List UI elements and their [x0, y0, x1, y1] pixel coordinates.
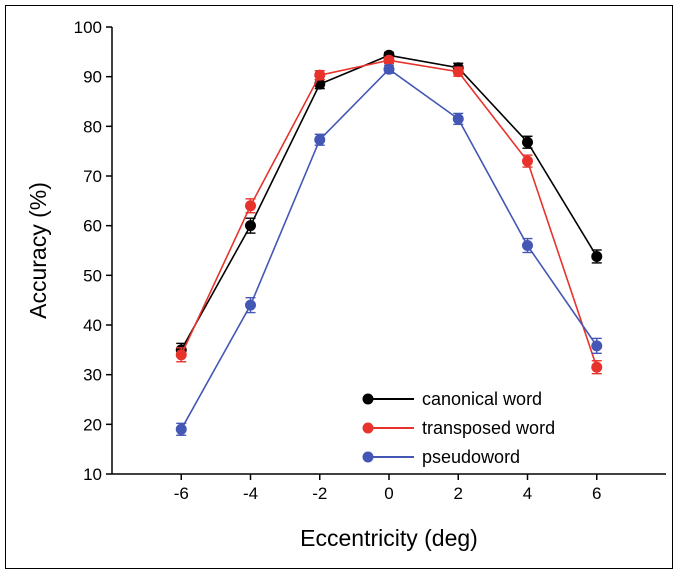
legend-marker [362, 422, 374, 434]
y-axis-ticks: 10 20 30 40 50 60 70 80 90 100 [74, 18, 112, 484]
data-point [245, 299, 256, 311]
x-tick-label: -2 [312, 484, 327, 503]
x-axis-ticks: -6 -4 -2 0 2 4 6 [174, 474, 601, 503]
y-tick-label: 80 [83, 117, 102, 136]
x-tick-label: 2 [454, 484, 463, 503]
data-point [591, 340, 603, 352]
data-point [522, 136, 533, 148]
data-point [175, 349, 187, 361]
series-line [180, 68, 598, 430]
data-point [175, 423, 187, 435]
data-point [591, 361, 603, 373]
y-tick-label: 100 [74, 18, 102, 37]
legend-label: canonical word [422, 389, 542, 409]
x-axis-title: Eccentricity (deg) [300, 525, 478, 551]
series-pseudoword [175, 63, 603, 436]
legend-label: pseudoword [422, 447, 520, 467]
legend-marker [362, 393, 374, 405]
x-tick-label: 4 [523, 484, 532, 503]
series-layer [175, 49, 603, 436]
y-tick-label: 40 [83, 316, 102, 335]
data-point [383, 63, 395, 75]
series-line [180, 54, 598, 351]
data-point [452, 66, 464, 78]
data-point [452, 113, 464, 125]
y-tick-label: 30 [83, 366, 102, 385]
data-point [522, 240, 533, 252]
data-point [522, 155, 533, 167]
series-transposed-word [175, 54, 603, 375]
y-tick-label: 70 [83, 167, 102, 186]
legend: canonical word transposed word pseudoword [362, 389, 555, 467]
data-point [591, 250, 603, 262]
data-point [314, 134, 326, 146]
y-axis-title: Accuracy (%) [25, 182, 51, 319]
figure-frame [5, 5, 673, 569]
x-tick-label: -6 [174, 484, 189, 503]
y-tick-label: 20 [83, 415, 102, 434]
y-tick-label: 60 [83, 217, 102, 236]
y-tick-label: 10 [83, 465, 102, 484]
data-point [245, 200, 256, 212]
data-point [314, 69, 326, 81]
y-tick-label: 50 [83, 266, 102, 285]
axes [111, 27, 666, 475]
x-tick-label: -4 [243, 484, 258, 503]
series-canonical-word [175, 49, 603, 357]
legend-label: transposed word [422, 418, 555, 438]
x-tick-label: 0 [384, 484, 393, 503]
x-tick-label: 6 [592, 484, 601, 503]
y-tick-label: 90 [83, 68, 102, 87]
legend-marker [362, 451, 374, 463]
data-point [245, 220, 256, 232]
data-point [383, 54, 395, 66]
series-line [180, 59, 598, 368]
